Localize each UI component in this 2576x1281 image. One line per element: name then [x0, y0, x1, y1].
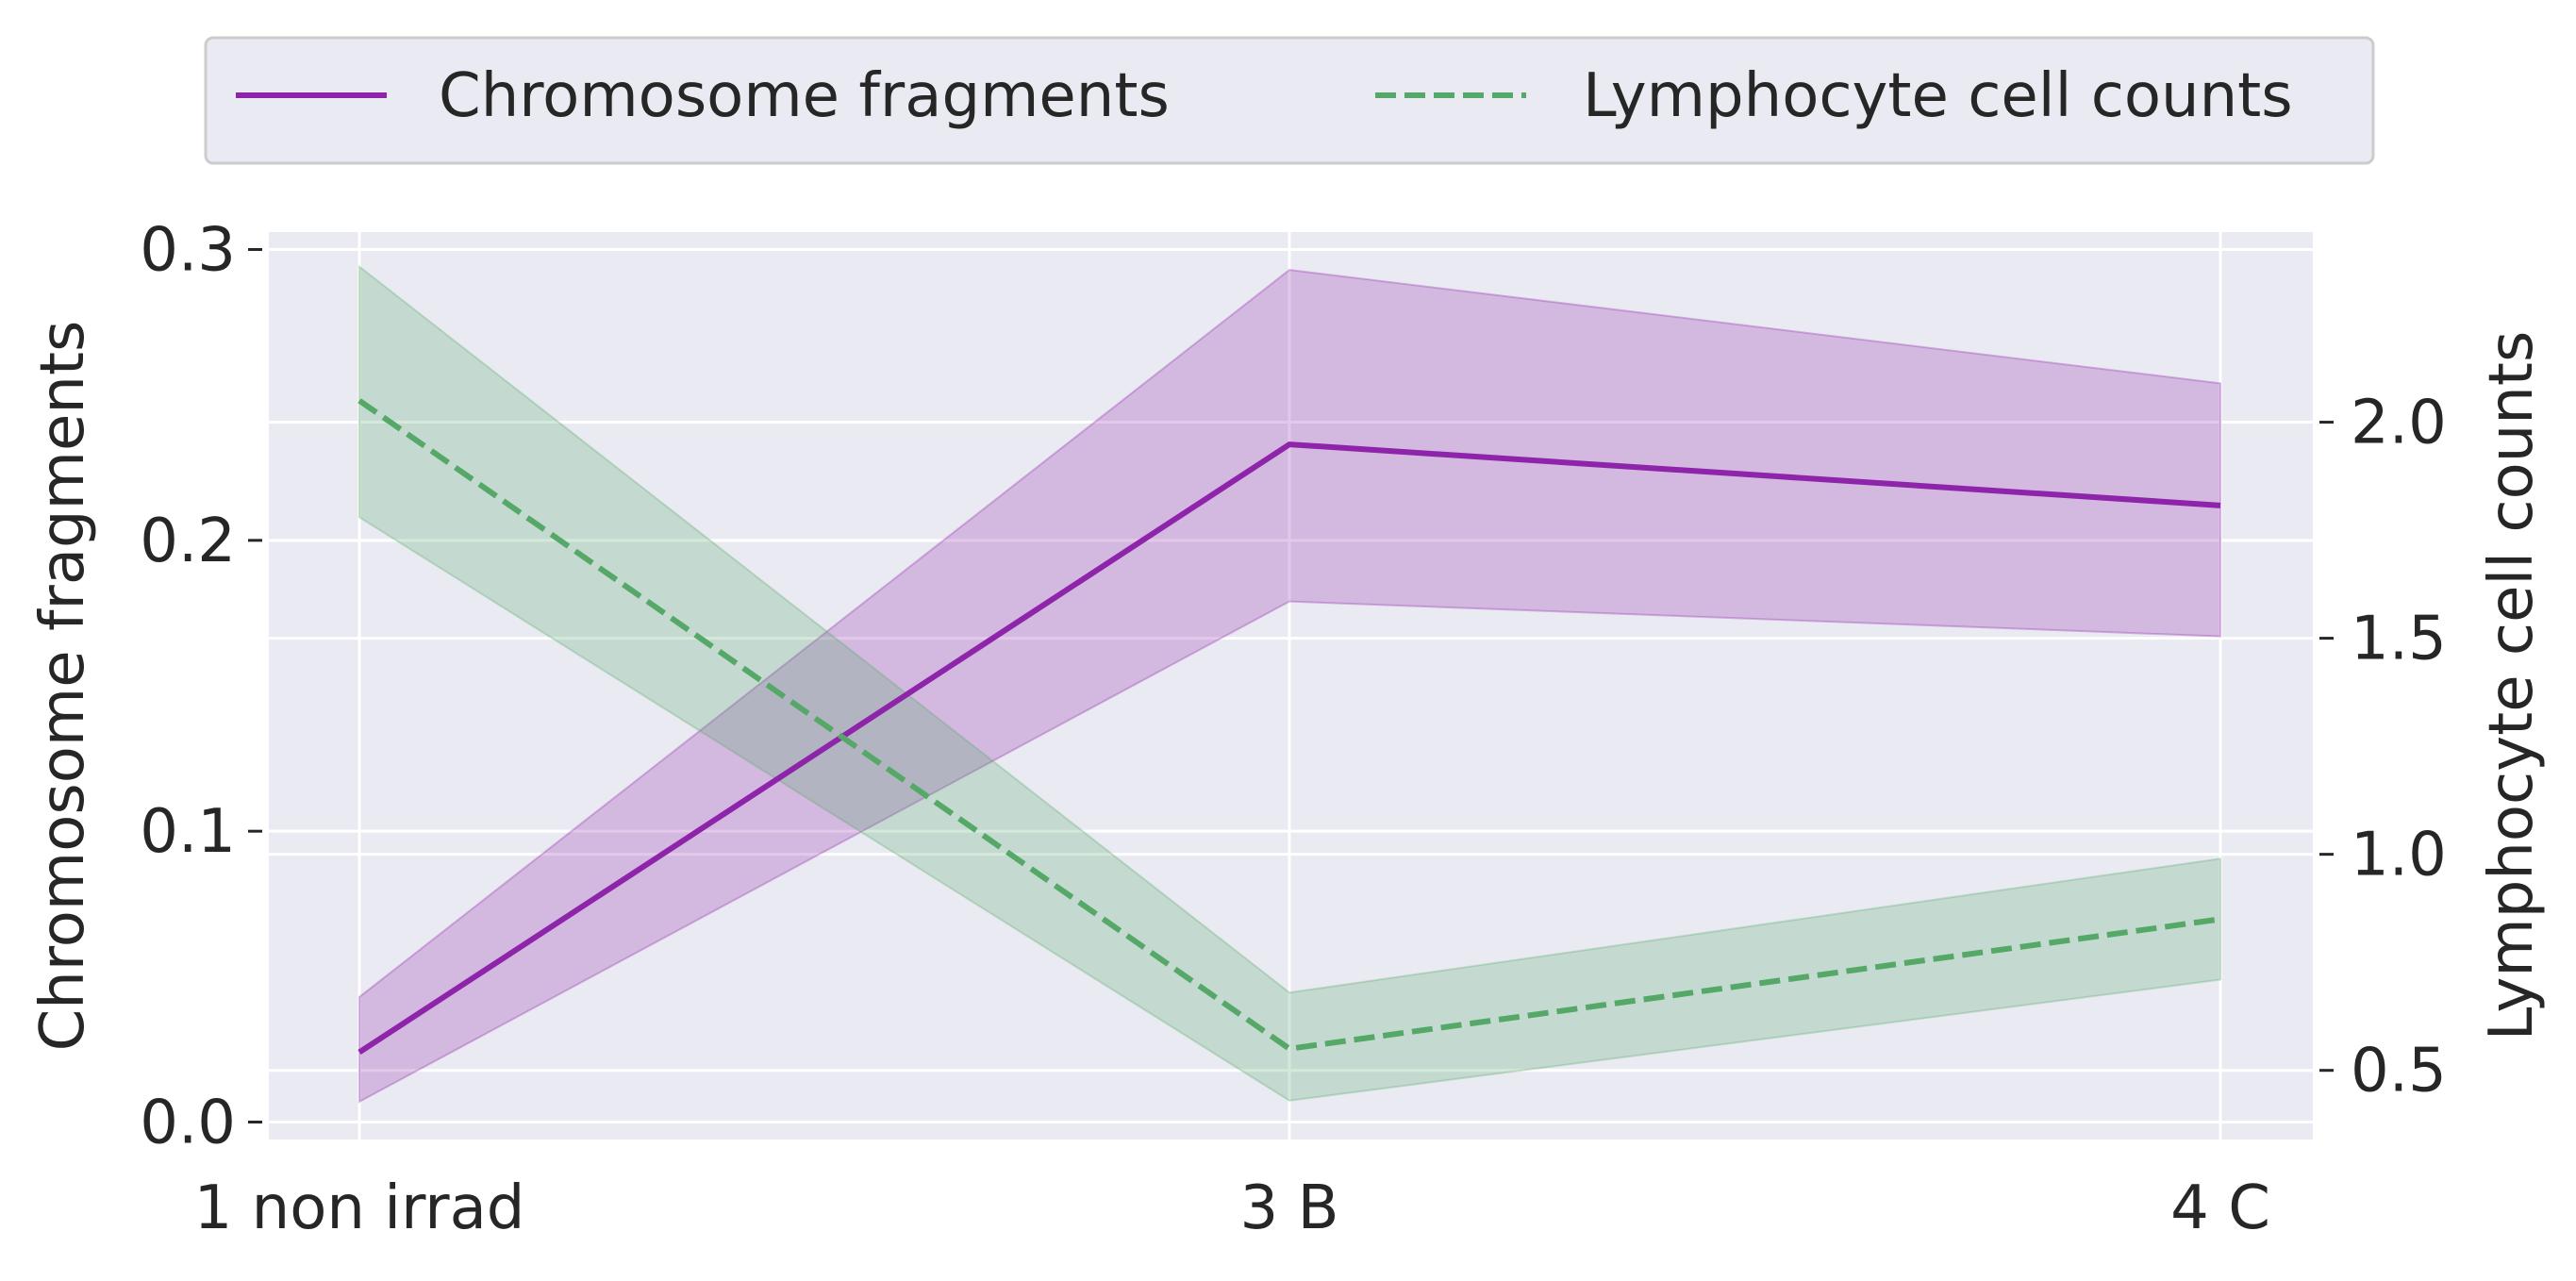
series-lines [357, 398, 2221, 1056]
right-tick-label-3: 2.0 [2351, 389, 2447, 458]
left-tick-label-3: 0.3 [140, 216, 236, 286]
point-lymphocyte-cell-counts-2 [2219, 918, 2221, 920]
legend-label-chromosome-fragments: Chromosome fragments [439, 61, 1170, 131]
point-lymphocyte-cell-counts-0 [358, 400, 360, 402]
confidence-bands [358, 264, 2221, 1104]
x-tick-label-1: 3 B [1240, 1173, 1339, 1243]
gridlines [269, 232, 2313, 1140]
right-tick-label-2: 1.5 [2351, 605, 2447, 674]
right-tick-label-1: 1.0 [2351, 821, 2447, 890]
line-lymphocyte-cell-counts [357, 398, 2221, 1052]
legend-box [204, 36, 2375, 165]
left-axis-title: Chromosome fragments [28, 321, 98, 1052]
x-tick-label-2: 4 C [2170, 1173, 2270, 1243]
left-axis: 0.0 0.1 0.2 0.3 [140, 216, 262, 1158]
line-chromosome-fragments [357, 441, 2221, 1056]
band-chromosome-fragments [358, 269, 2221, 1104]
right-axis-title: Lymphocyte cell counts [2477, 331, 2547, 1041]
point-chromosome-fragments-1 [1288, 443, 1290, 445]
legend: Chromosome fragments Lymphocyte cell cou… [204, 36, 2375, 165]
right-tick-label-0: 0.5 [2351, 1037, 2447, 1106]
left-tick-label-2: 0.2 [140, 507, 236, 576]
right-axis: 0.5 1.0 1.5 2.0 [2319, 389, 2447, 1106]
point-lymphocyte-cell-counts-1 [1288, 1048, 1290, 1050]
band-lymphocyte-cell-counts [358, 264, 2221, 1102]
x-axis: 1 non irrad 3 B 4 C [194, 1173, 2270, 1243]
x-tick-label-0: 1 non irrad [194, 1173, 525, 1243]
left-tick-label-0: 0.0 [140, 1089, 236, 1158]
legend-label-lymphocyte-cell-counts: Lymphocyte cell counts [1583, 61, 2293, 131]
point-chromosome-fragments-2 [2219, 505, 2221, 507]
point-chromosome-fragments-0 [358, 1052, 360, 1054]
left-tick-label-1: 0.1 [140, 797, 236, 867]
